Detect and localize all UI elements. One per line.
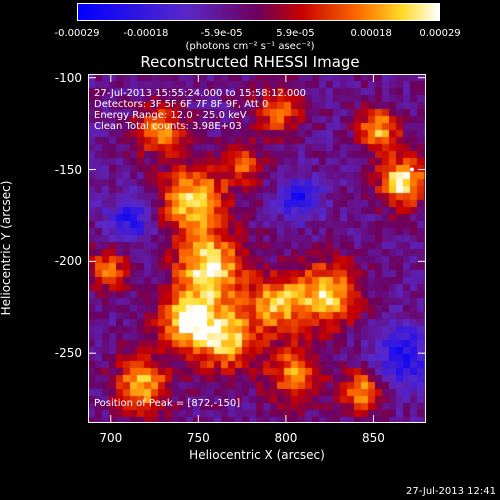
- colorbar-units-label: (photons cm⁻² s⁻¹ asec⁻²): [185, 41, 315, 52]
- y-tick-label: -100: [54, 70, 82, 85]
- heatmap-image: [88, 74, 426, 423]
- plot-frame: [88, 74, 426, 423]
- annotation-clean-counts: Clean Total counts: 3.98E+03: [94, 121, 242, 132]
- colorbar-tick-label: -0.00029: [54, 28, 100, 39]
- annotation-energy-range: Energy Range: 12.0 - 25.0 keV: [94, 110, 247, 121]
- colorbar-tick-label: -5.9e-05: [200, 28, 243, 39]
- x-tick-label: 850: [362, 431, 385, 445]
- y-tick-label: -200: [54, 254, 82, 269]
- annotation-detectors: Detectors: 3F 5F 6F 7F 8F 9F, Att 0: [94, 99, 269, 110]
- peak-marker: [409, 167, 414, 172]
- y-tick-label: -250: [54, 346, 82, 361]
- x-tick-label: 800: [274, 431, 298, 445]
- colorbar-tick-label: 5.9e-05: [276, 28, 315, 39]
- colorbar: [77, 3, 440, 21]
- annotation-time-range: 27-Jul-2013 15:55:24.000 to 15:58:12.000: [94, 88, 306, 99]
- annotation-peak-position: Position of Peak = [872,-150]: [94, 398, 241, 409]
- plot-border: [88, 74, 426, 423]
- plot-area: 27-Jul-2013 15:55:24.000 to 15:58:12.000…: [88, 74, 426, 423]
- colorbar-tick-label: -0.00018: [123, 28, 169, 39]
- x-tick-label: 700: [99, 431, 123, 445]
- chart-title: Reconstructed RHESSI Image: [140, 53, 360, 71]
- y-tick-label: -150: [54, 162, 82, 177]
- x-axis-label: Heliocentric X (arcsec): [189, 448, 325, 462]
- colorbar-tick-label: 0.00018: [350, 28, 392, 39]
- timestamp: 27-Jul-2013 12:41: [405, 486, 496, 497]
- x-tick-label: 750: [186, 431, 210, 445]
- y-axis-label: Heliocentric Y (arcsec): [0, 180, 13, 316]
- colorbar-tick-label: 0.00029: [419, 28, 461, 39]
